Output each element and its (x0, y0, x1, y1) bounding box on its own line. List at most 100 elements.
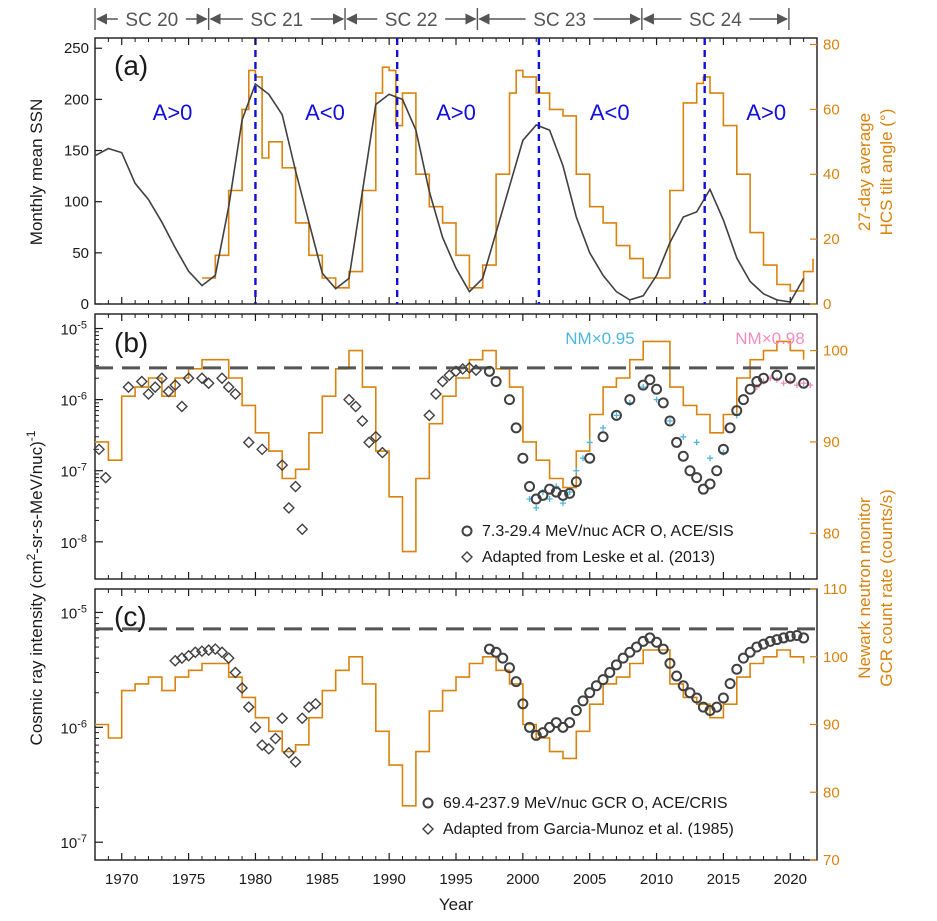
leske-point (256, 443, 269, 456)
gcr-oxygen-point (584, 687, 596, 699)
acr-oxygen-point (711, 465, 723, 477)
y2-tick-label: 80 (823, 36, 840, 53)
gcr-oxygen-point (490, 646, 502, 658)
gcr-oxygen-point (791, 630, 803, 642)
garcia-munoz-point (229, 666, 242, 679)
legend-circle-marker (461, 525, 473, 537)
y-tick-label: 200 (64, 91, 89, 108)
leske-point (222, 381, 235, 394)
acr-oxygen-point (798, 377, 810, 389)
acr-oxygen-point (717, 443, 729, 455)
y-tick-label: 100 (64, 194, 89, 211)
nm-scaled-0.95-point (693, 439, 700, 446)
acr-oxygen-point (771, 369, 783, 381)
shared-ylabel-right-line1: Newark neutron monitor (855, 497, 874, 679)
y2-tick-label: 110 (823, 581, 847, 598)
garcia-munoz-point (276, 712, 289, 725)
x-tick-label: 1995 (439, 871, 472, 888)
y2-tick-label: 70 (823, 852, 840, 869)
panel-c-letter: (c) (114, 601, 147, 632)
legend-diamond-marker (461, 551, 473, 563)
gcr-oxygen-point (798, 632, 810, 644)
leske-point (463, 361, 476, 374)
leske-point (182, 372, 195, 385)
garcia-munoz-point (209, 643, 222, 656)
leske-point (155, 372, 168, 385)
nm-scaled-0.95-point (613, 412, 620, 419)
garcia-munoz-point (242, 701, 255, 714)
y-tick-label: 150 (64, 143, 89, 160)
legend-circle-marker (422, 797, 434, 809)
tilt-angle-line (202, 66, 814, 292)
leske-point (216, 372, 229, 385)
y2-tick-label: 100 (823, 343, 848, 360)
garcia-munoz-point (282, 746, 295, 759)
acr-oxygen-point (637, 379, 649, 391)
panel-c: 10-5 10-6 10-7 70 80 90 100 110 69.4-237.9 MeV/n… (61, 581, 849, 869)
gcr-oxygen-point (497, 652, 509, 664)
nm-scaled-0.95-point (666, 418, 673, 425)
garcia-munoz-point (222, 652, 235, 665)
nm-scaled-0.98-label: NM×0.98 (735, 329, 804, 348)
leske-point (195, 372, 208, 385)
acr-oxygen-point (697, 483, 709, 495)
leske-point (142, 387, 155, 400)
cycle-label-bg (681, 6, 750, 30)
x-tick-label: 1985 (306, 871, 339, 888)
nm-scaled-0.95-point (586, 439, 593, 446)
gcr-oxygen-point (677, 680, 689, 692)
gcr-oxygen-point (564, 717, 576, 729)
gcr-oxygen-point (691, 692, 703, 704)
panel-a-frame (94, 37, 818, 305)
garcia-munoz-point (216, 646, 229, 659)
x-tick-label: 1975 (172, 871, 205, 888)
ssn-line (94, 82, 805, 303)
nm-scaled-0.95-point (559, 500, 566, 507)
legend-label: Adapted from Garcia-Munoz et al. (1985) (443, 821, 734, 838)
garcia-munoz-point (256, 739, 269, 752)
garcia-munoz-point (236, 682, 249, 694)
acr-oxygen-point (651, 383, 663, 395)
garcia-munoz-point (269, 732, 282, 745)
leske-point (356, 415, 369, 428)
acr-oxygen-point (517, 452, 529, 464)
gcr-oxygen-point (517, 698, 529, 710)
nm-scaled-0.95-point (533, 504, 540, 511)
leske-point (436, 375, 449, 388)
panel-a-y2label-line2: HCS tilt angle (°) (877, 109, 896, 236)
y-tick-label: 50 (72, 245, 89, 262)
leske-point (149, 381, 162, 394)
leske-point (122, 381, 135, 394)
garcia-munoz-point (302, 701, 315, 714)
acr-oxygen-point (564, 487, 576, 499)
gcr-oxygen-point (778, 632, 790, 644)
acr-oxygen-point (677, 450, 689, 462)
gcr-oxygen-point (724, 678, 736, 690)
leske-point (343, 393, 356, 406)
gcr-oxygen-point (631, 641, 642, 653)
polarity-label: A<0 (590, 100, 630, 125)
gcr-oxygen-point (597, 674, 609, 686)
y2-tick-label: 80 (823, 784, 840, 801)
panel-a-letter: (a) (114, 50, 148, 81)
gcr-oxygen-point (570, 705, 582, 717)
x-tick-label: 1980 (239, 871, 272, 888)
y-tick-label: 10-8 (61, 533, 87, 552)
panel-b: 10-5 10-6 10-7 10-8 80 90 100 NM×0.95 NM×0.98 7.3… (61, 320, 849, 566)
acr-oxygen-point (597, 431, 609, 443)
nm-scaled-0.98-point (800, 380, 807, 387)
panel-a-ylabel: Monthly mean SSN (27, 99, 46, 245)
leske-point (289, 480, 302, 493)
y2-tick-label: 60 (823, 101, 840, 118)
gcr-oxygen-point (784, 630, 796, 642)
y-tick-label: 10-5 (61, 320, 87, 339)
gcr-oxygen-point (671, 670, 683, 682)
legend-label: 69.4-237.9 MeV/nuc GCR O, ACE/CRIS (443, 795, 728, 812)
cycle-label: SC 21 (250, 10, 303, 31)
y2-tick-label: 20 (823, 231, 840, 248)
gcr-oxygen-point (610, 659, 622, 671)
panel-b-letter: (b) (114, 327, 148, 358)
x-tick-label: 2020 (774, 871, 807, 888)
nm-scaled-0.95-label: NM×0.95 (565, 329, 634, 348)
